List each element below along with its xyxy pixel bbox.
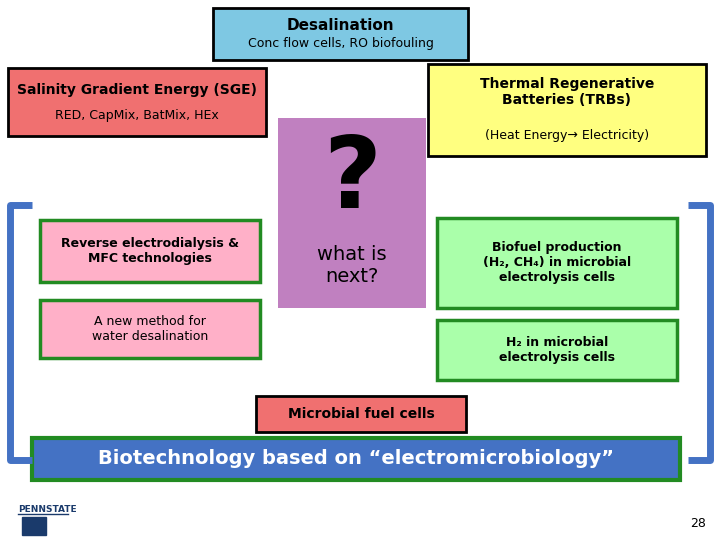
Text: Reverse electrodialysis &
MFC technologies: Reverse electrodialysis & MFC technologi… <box>61 237 239 265</box>
Bar <box>213 8 468 60</box>
Text: 28: 28 <box>690 517 706 530</box>
Text: A new method for
water desalination: A new method for water desalination <box>92 315 208 343</box>
Bar <box>22 517 46 535</box>
Bar <box>437 320 677 380</box>
Bar <box>40 300 260 358</box>
Text: ?: ? <box>323 132 381 228</box>
Bar <box>8 68 266 136</box>
Text: (Heat Energy→ Electricity): (Heat Energy→ Electricity) <box>485 130 649 143</box>
Bar <box>428 64 706 156</box>
Bar <box>256 396 466 432</box>
Text: Salinity Gradient Energy (SGE): Salinity Gradient Energy (SGE) <box>17 83 257 97</box>
Bar <box>32 438 680 480</box>
Text: Biotechnology based on “electromicrobiology”: Biotechnology based on “electromicrobiol… <box>98 449 614 469</box>
Text: Conc flow cells, RO biofouling: Conc flow cells, RO biofouling <box>248 37 433 51</box>
Text: H₂ in microbial
electrolysis cells: H₂ in microbial electrolysis cells <box>499 336 615 364</box>
Bar <box>40 220 260 282</box>
Bar <box>278 118 426 308</box>
Text: PENNSTATE: PENNSTATE <box>18 505 76 515</box>
Text: what is
next?: what is next? <box>318 246 387 287</box>
Text: Thermal Regenerative
Batteries (TRBs): Thermal Regenerative Batteries (TRBs) <box>480 77 654 107</box>
Text: Biofuel production
(H₂, CH₄) in microbial
electrolysis cells: Biofuel production (H₂, CH₄) in microbia… <box>483 241 631 285</box>
Text: Desalination: Desalination <box>287 17 395 32</box>
Text: RED, CapMix, BatMix, HEx: RED, CapMix, BatMix, HEx <box>55 110 219 123</box>
Bar <box>437 218 677 308</box>
Text: Microbial fuel cells: Microbial fuel cells <box>287 407 434 421</box>
